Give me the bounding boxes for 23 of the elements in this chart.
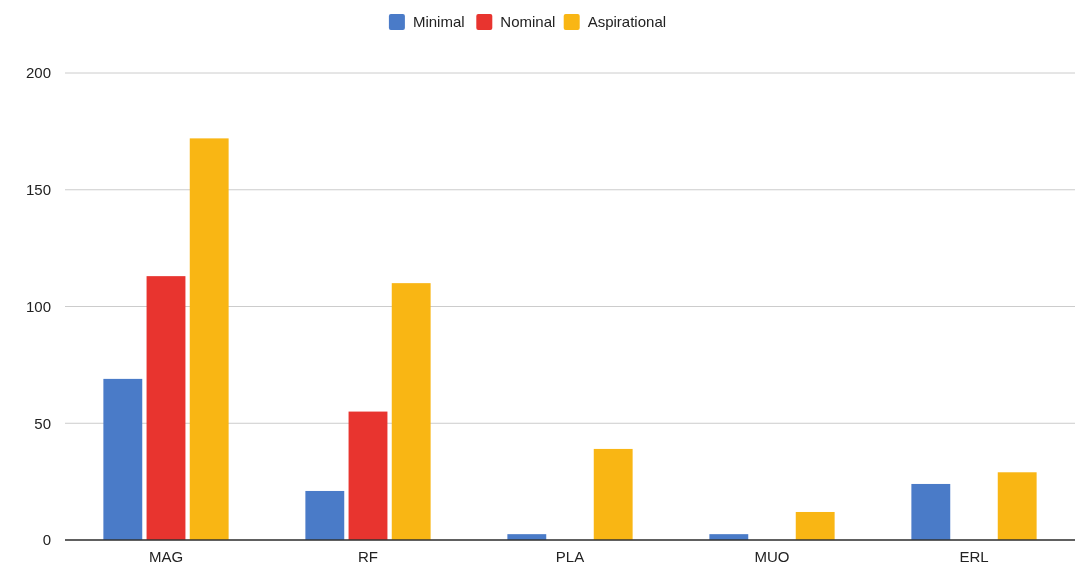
y-tick-label: 200 (25, 64, 51, 82)
bar (795, 511, 835, 540)
legend-label: Aspirational (587, 13, 667, 31)
bar (305, 490, 345, 540)
bar (911, 483, 951, 540)
bar (189, 138, 229, 540)
bar (593, 448, 633, 540)
y-tick-label: 50 (34, 414, 51, 432)
x-tick-label: MUO (754, 548, 790, 565)
bar (146, 276, 186, 540)
legend-label: Minimal (412, 13, 465, 31)
legend-label: Nominal (500, 13, 556, 31)
x-tick-label: RF (358, 548, 378, 565)
bar (103, 378, 143, 540)
bar (997, 472, 1037, 540)
x-tick-label: PLA (555, 548, 585, 565)
y-tick-label: 0 (42, 531, 51, 549)
y-tick-label: 100 (25, 297, 51, 315)
x-tick-label: ERL (959, 548, 989, 565)
y-tick-label: 150 (25, 181, 51, 198)
bar (348, 411, 388, 540)
x-tick-label: MAG (148, 548, 184, 565)
bar (391, 283, 431, 540)
